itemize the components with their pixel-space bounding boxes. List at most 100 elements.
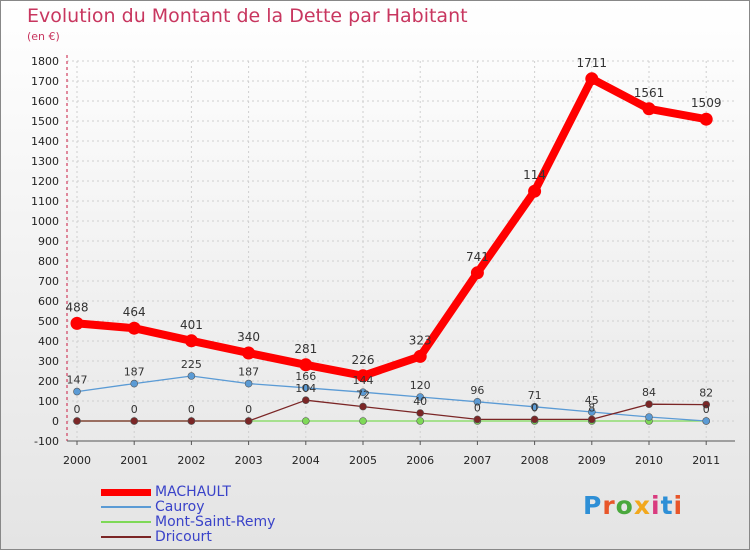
data-label: 1561 <box>634 86 665 100</box>
legend-label-dricourt: Dricourt <box>155 529 212 545</box>
series-line-cauroy <box>76 375 707 422</box>
x-tick-label: 2009 <box>578 454 606 467</box>
axes: -100010020030040050060070080090010001100… <box>31 55 735 467</box>
data-point <box>530 415 539 424</box>
data-label: 166 <box>295 370 316 383</box>
data-label: 226 <box>352 353 375 367</box>
y-tick-label: 100 <box>38 395 59 408</box>
y-tick-label: 900 <box>38 235 59 248</box>
data-label: 1509 <box>691 96 722 110</box>
data-point <box>645 413 653 421</box>
chart-title: Evolution du Montant de la Dette par Hab… <box>27 5 468 27</box>
data-label: 340 <box>237 330 260 344</box>
data-point <box>416 417 425 425</box>
data-label: 0 <box>188 403 195 416</box>
data-label: 71 <box>528 389 542 402</box>
data-label: 401 <box>180 318 203 332</box>
data-point <box>299 358 313 372</box>
data-label: 72 <box>356 389 370 402</box>
x-tick-label: 2006 <box>406 454 434 467</box>
data-point <box>702 400 711 409</box>
data-label: 187 <box>124 366 145 379</box>
data-label: 225 <box>181 358 202 371</box>
y-tick-label: 600 <box>38 295 59 308</box>
y-tick-label: 1400 <box>31 135 59 148</box>
data-point <box>699 112 713 126</box>
x-tick-label: 2004 <box>292 454 320 467</box>
data-point <box>301 417 310 425</box>
data-point <box>359 388 367 397</box>
y-tick-label: 800 <box>38 255 59 268</box>
y-tick-label: -100 <box>34 435 59 448</box>
data-point <box>473 397 482 406</box>
proxiti-logo: Proxiti <box>583 491 684 520</box>
x-tick-label: 2003 <box>235 454 263 467</box>
data-point <box>416 393 425 401</box>
data-point <box>187 417 196 425</box>
data-point <box>73 387 81 396</box>
data-point <box>184 334 198 348</box>
data-point <box>244 417 253 425</box>
data-point <box>530 402 539 411</box>
data-point <box>130 417 138 425</box>
data-label: 120 <box>410 379 431 392</box>
data-label: 82 <box>699 387 713 400</box>
y-tick-label: 0 <box>52 415 59 428</box>
data-point <box>127 321 141 335</box>
data-point <box>359 402 367 411</box>
x-tick-label: 2011 <box>692 454 720 467</box>
y-tick-label: 1500 <box>31 115 59 128</box>
data-point <box>702 417 711 425</box>
data-label: 0 <box>245 403 252 416</box>
y-tick-label: 500 <box>38 315 59 328</box>
data-point <box>242 346 256 360</box>
data-label: 114 <box>523 168 546 182</box>
data-point <box>301 383 310 392</box>
data-point <box>587 408 596 416</box>
y-tick-label: 1600 <box>31 95 59 108</box>
y-tick-label: 1700 <box>31 75 59 88</box>
x-tick-label: 2002 <box>177 454 205 467</box>
data-point <box>528 184 542 198</box>
data-point <box>642 102 656 116</box>
data-label: 0 <box>531 401 538 414</box>
data-label: 40 <box>413 395 427 408</box>
grid <box>67 60 735 442</box>
series-line-machault <box>73 74 711 380</box>
y-tick-label: 400 <box>38 335 59 348</box>
y-tick-label: 200 <box>38 375 59 388</box>
x-tick-label: 2000 <box>63 454 91 467</box>
x-tick-label: 2007 <box>463 454 491 467</box>
legend-label-cauroy: Cauroy <box>155 499 205 515</box>
data-label: 144 <box>353 374 374 387</box>
legend-label-mont-saint-remy: Mont-Saint-Remy <box>155 514 276 530</box>
legend-swatch-machault <box>101 489 151 496</box>
x-tick-label: 2010 <box>635 454 663 467</box>
legend-swatch-dricourt <box>101 536 151 538</box>
data-point <box>585 72 599 86</box>
data-point <box>470 266 484 280</box>
data-label: 488 <box>66 300 89 314</box>
data-point <box>587 415 596 424</box>
data-point <box>645 400 653 409</box>
data-point <box>70 316 84 330</box>
data-label: 0 <box>474 401 481 414</box>
data-point <box>473 415 482 424</box>
data-point <box>73 417 81 425</box>
data-label: 741 <box>466 250 489 264</box>
data-label: 147 <box>67 374 88 387</box>
data-label: 96 <box>470 384 484 397</box>
series-lines <box>70 72 713 425</box>
series-line-dricourt <box>76 399 707 422</box>
data-point <box>130 379 138 388</box>
y-tick-label: 1100 <box>31 195 59 208</box>
legend-swatch-cauroy <box>101 506 151 508</box>
data-label: 1711 <box>577 56 608 70</box>
data-label: 8 <box>588 401 595 414</box>
data-point <box>301 396 310 405</box>
data-point <box>359 417 367 425</box>
x-tick-label: 2005 <box>349 454 377 467</box>
data-label: 281 <box>294 342 317 356</box>
data-point <box>356 369 370 383</box>
